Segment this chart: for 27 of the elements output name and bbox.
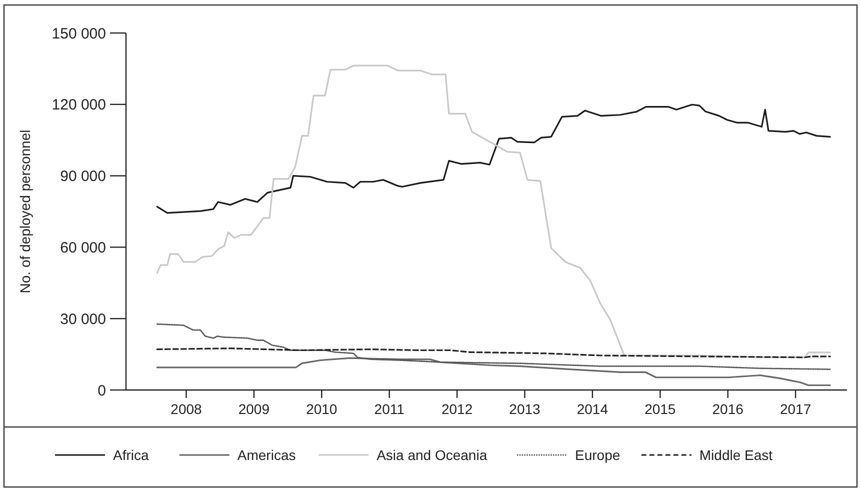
x-tick-label: 2011	[374, 401, 405, 417]
x-tick-label: 2010	[306, 401, 338, 417]
y-axis-title: No. of deployed personnel	[17, 130, 33, 294]
x-tick-label: 2015	[644, 401, 676, 417]
line-series	[156, 357, 831, 386]
x-tick-label: 2009	[238, 401, 270, 417]
y-tick-label: 60 000	[60, 239, 106, 256]
legend-label: Middle East	[699, 447, 773, 463]
line-series	[156, 104, 831, 214]
x-tick-label: 2012	[441, 401, 473, 417]
x-tick-label: 2014	[576, 401, 608, 417]
y-tick-label: 150 000	[52, 25, 106, 42]
y-tick-label: 120 000	[52, 96, 106, 114]
legend-label: Americas	[237, 447, 296, 463]
line-series	[156, 323, 831, 370]
y-tick-label: 90 000	[60, 168, 106, 186]
x-tick-label: 2017	[780, 401, 812, 417]
x-tick-label: 2013	[509, 401, 541, 417]
x-tick-label: 2016	[712, 401, 744, 417]
y-tick-label: 0	[98, 382, 106, 400]
legend-label: Asia and Oceania	[376, 447, 488, 463]
x-tick-label: 2008	[170, 401, 202, 417]
legend-label: Europe	[575, 447, 620, 463]
line-series	[156, 64, 831, 358]
y-tick-label: 30 000	[60, 310, 106, 328]
legend-label: Africa	[113, 447, 149, 463]
line-series	[156, 348, 831, 358]
